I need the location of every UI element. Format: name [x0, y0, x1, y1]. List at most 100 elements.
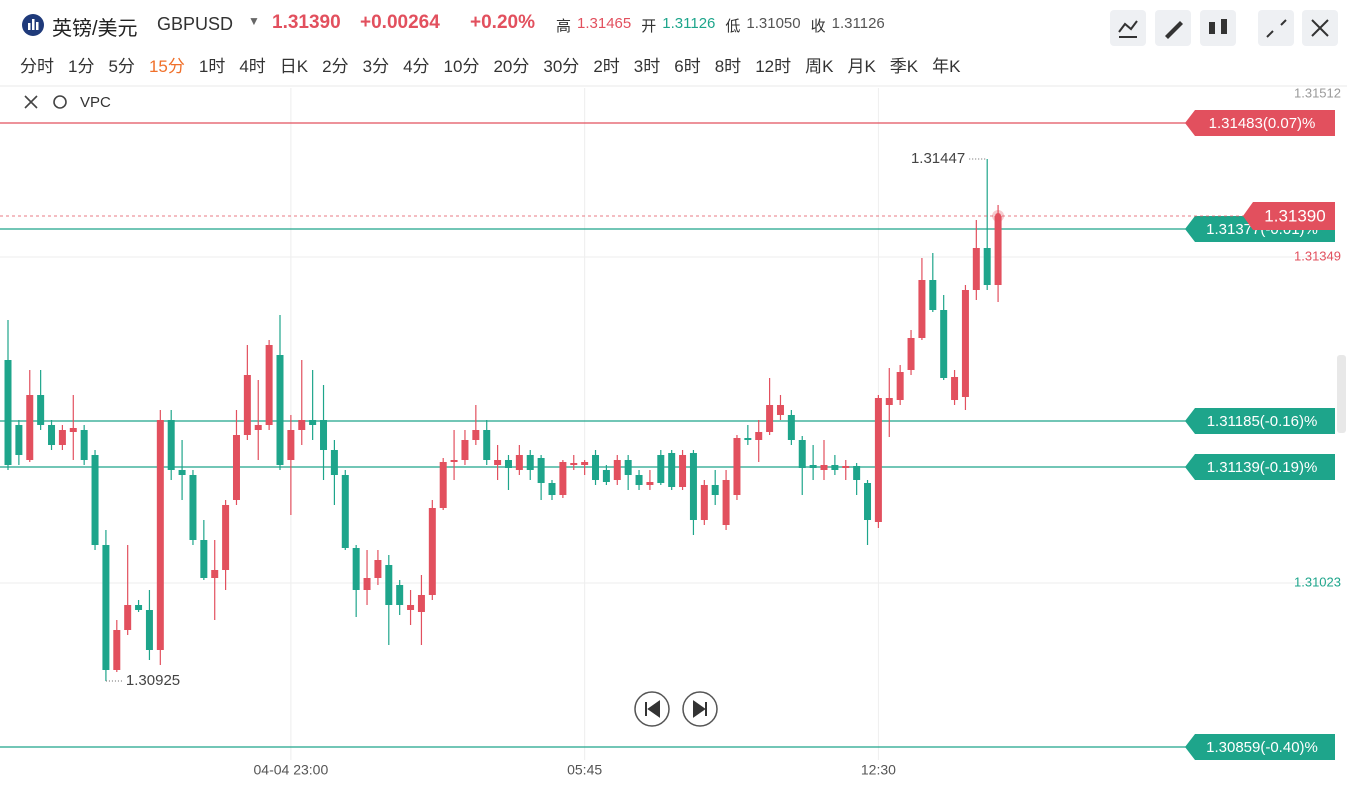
- candle-body: [396, 585, 404, 605]
- candle-body: [4, 360, 12, 465]
- candle-body: [243, 375, 251, 435]
- timeframe[interactable]: 季K: [889, 57, 919, 76]
- timeframe[interactable]: 4时: [239, 57, 266, 76]
- candle-body: [787, 415, 795, 440]
- candle-body: [200, 540, 208, 578]
- price: 1.31390: [272, 12, 341, 33]
- candle-body: [374, 560, 382, 578]
- candle-body: [265, 345, 273, 425]
- timeframe[interactable]: 2时: [593, 57, 620, 76]
- candle-body: [559, 462, 567, 495]
- stat-label: 低: [725, 18, 741, 35]
- candle-body: [515, 455, 523, 470]
- price-tag-label: 1.31483(0.07)%: [1209, 115, 1316, 132]
- candle-body: [940, 310, 948, 378]
- candle-body: [657, 455, 665, 483]
- y-tick-label: 1.31512: [1294, 85, 1341, 100]
- settings-icon[interactable]: [53, 95, 67, 109]
- candle-body: [646, 482, 654, 485]
- candle-body: [341, 475, 349, 548]
- price-tag: [1185, 454, 1335, 480]
- candle-body: [428, 508, 436, 595]
- timeframes: 分时 1分 5分 15分 1时 4时 日K 2分 3分 4分 10分 20分 30分 2时 3时 6时 8时 12…: [20, 52, 974, 76]
- candle-body: [504, 460, 512, 468]
- candle-body: [722, 480, 730, 525]
- timeframe[interactable]: 年K: [932, 57, 961, 76]
- candle-body: [135, 605, 143, 610]
- min-label: 1.30925: [126, 672, 180, 689]
- candle-body: [178, 470, 186, 475]
- candle-body: [537, 458, 545, 483]
- candle-body: [91, 455, 99, 545]
- candle-body: [189, 475, 197, 540]
- timeframe[interactable]: 月K: [847, 57, 876, 76]
- timeframe[interactable]: 3时: [633, 57, 661, 76]
- scrollbar[interactable]: [1337, 355, 1346, 433]
- timeframe[interactable]: 日K: [279, 57, 309, 76]
- candle-body: [417, 595, 425, 612]
- candle-body: [755, 432, 763, 440]
- timeframe[interactable]: 8时: [714, 57, 742, 76]
- candle-body: [211, 570, 219, 578]
- close-icon[interactable]: [24, 95, 38, 109]
- stat-value: 1.31126: [662, 15, 716, 32]
- title: 英镑/美元: [52, 18, 138, 40]
- timeframe[interactable]: 20分: [493, 57, 530, 76]
- change-pct: +0.20%: [470, 12, 535, 33]
- timeframe[interactable]: 10分: [443, 57, 480, 76]
- candle-body: [483, 430, 491, 460]
- candle-body: [320, 420, 328, 450]
- y-tick-label: 1.31023: [1294, 574, 1341, 589]
- stat-value: 1.31465: [577, 15, 632, 32]
- candle-body: [961, 290, 969, 397]
- candle-body: [896, 372, 904, 400]
- candle-body: [798, 440, 806, 468]
- timeframe[interactable]: 12时: [755, 57, 792, 76]
- dropdown[interactable]: ▼: [248, 14, 260, 28]
- toolbar: [1110, 10, 1338, 46]
- candle-body: [69, 428, 77, 432]
- candle-body: [885, 398, 893, 405]
- next-icon: [693, 700, 707, 718]
- candle-body: [439, 462, 447, 508]
- candle-body: [254, 425, 262, 430]
- timeframe[interactable]: 4分: [403, 57, 430, 76]
- stat-label: 高: [556, 18, 572, 35]
- candle-body: [330, 450, 338, 475]
- candle-body: [809, 465, 817, 468]
- candle-body: [113, 630, 121, 670]
- timeframe[interactable]: 1分: [68, 57, 95, 76]
- candle-body: [602, 470, 610, 482]
- candle-body: [668, 453, 676, 487]
- indicator-label: VPC: [80, 94, 111, 111]
- candle-body: [352, 548, 360, 590]
- timeframe[interactable]: 1时: [198, 57, 226, 76]
- candle-body: [26, 395, 34, 460]
- timeframe[interactable]: 3分: [362, 57, 390, 76]
- timeframe[interactable]: 5分: [108, 57, 135, 76]
- candle-body: [298, 420, 306, 430]
- candle-body: [276, 355, 284, 465]
- candle-body: [624, 460, 632, 475]
- candle-body: [37, 395, 45, 425]
- symbol: GBPUSD: [157, 14, 234, 34]
- price-tag: [1185, 734, 1335, 760]
- timeframe[interactable]: 2分: [322, 57, 349, 76]
- candle-body: [494, 460, 502, 465]
- candle-body: [918, 280, 926, 338]
- candle-body: [864, 483, 872, 520]
- timeframe[interactable]: 15分: [148, 57, 185, 76]
- timeframe[interactable]: 分时: [20, 57, 54, 76]
- timeframe[interactable]: 周K: [805, 57, 834, 76]
- timeframe[interactable]: 6时: [674, 57, 701, 76]
- candle-body: [776, 405, 784, 415]
- timeframe[interactable]: 30分: [543, 57, 580, 76]
- candle-body: [167, 420, 175, 470]
- candle-body: [853, 466, 861, 480]
- candle-body: [831, 465, 839, 470]
- candle-body: [689, 453, 697, 520]
- candle-body: [733, 438, 741, 495]
- candle-body: [592, 455, 600, 480]
- last-price-dot: [995, 213, 1002, 219]
